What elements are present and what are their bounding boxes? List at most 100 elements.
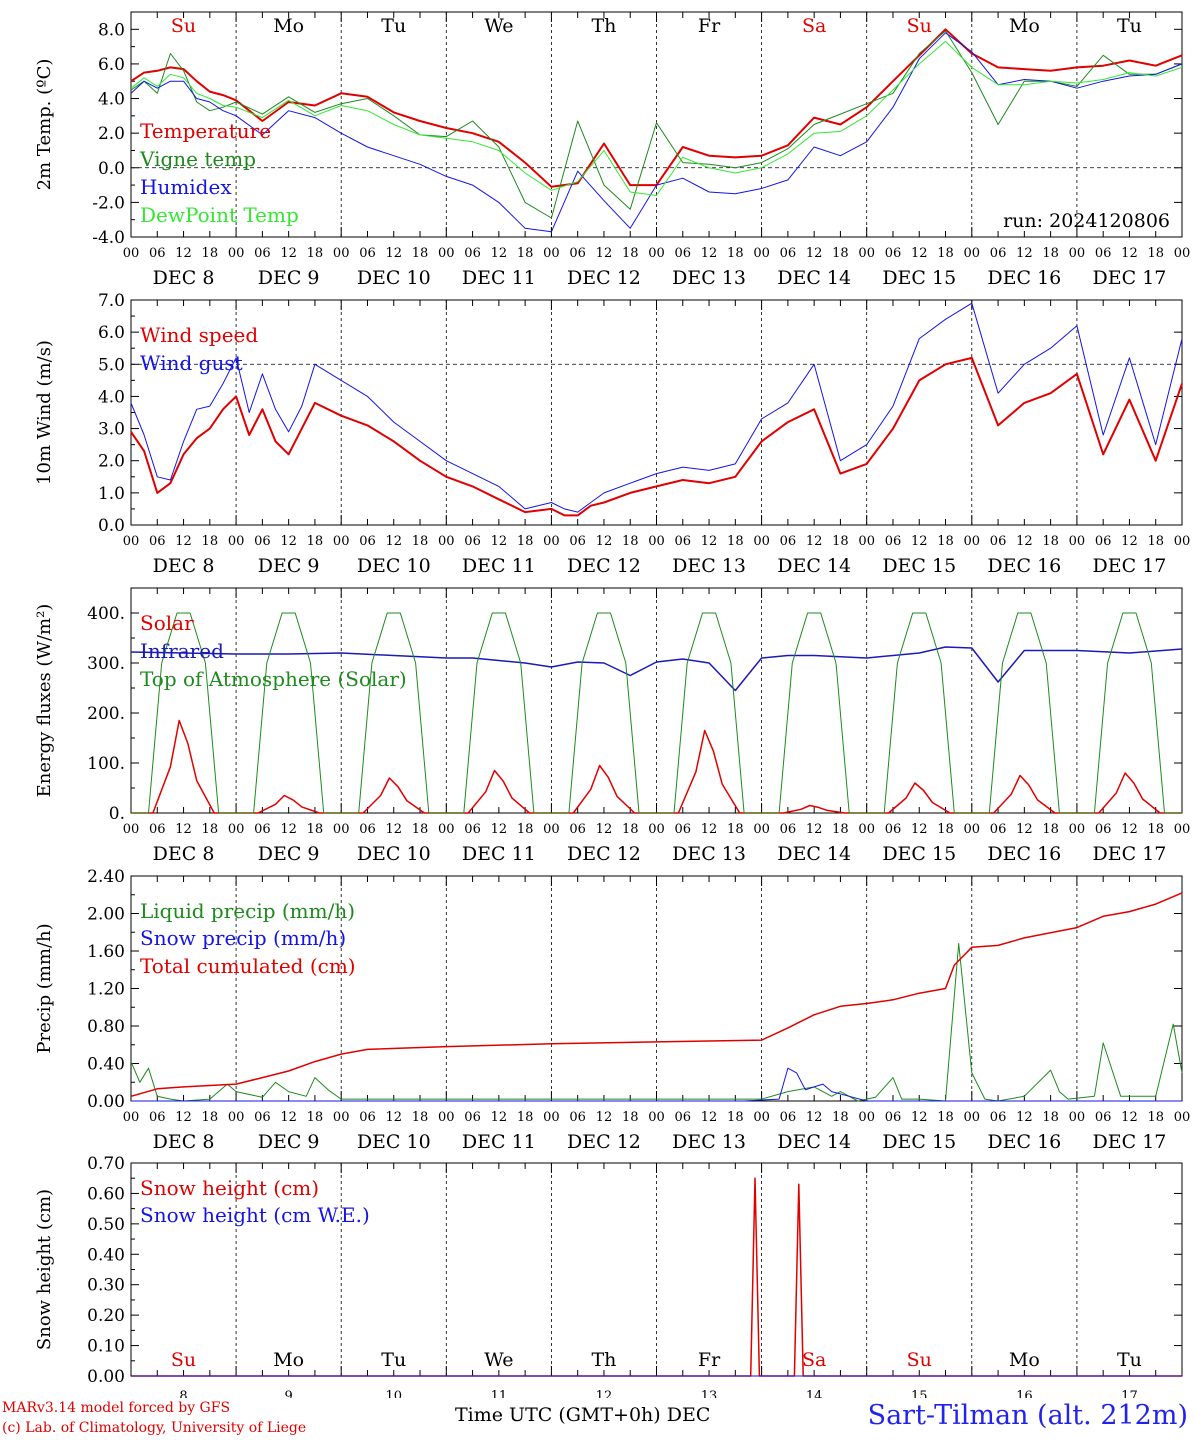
date-label: DEC 10	[357, 843, 431, 865]
y-tick-label: 0.20	[87, 1306, 125, 1326]
day-name: Mo	[273, 1349, 304, 1371]
date-label: DEC 17	[1093, 555, 1167, 577]
day-name: Fr	[698, 1349, 721, 1371]
date-label: DEC 8	[153, 843, 215, 865]
hour-label: 06	[990, 1110, 1007, 1125]
hour-label: 00	[543, 1110, 560, 1125]
y-tick-label: 0.70	[87, 1154, 125, 1174]
hour-label: 12	[701, 246, 718, 261]
hour-label: 12	[911, 1110, 928, 1125]
legend-entry: Wind speed	[140, 323, 258, 347]
hour-label: 06	[464, 246, 481, 261]
hour-label: 18	[832, 534, 849, 549]
hour-label: 00	[123, 246, 140, 261]
hour-label: 12	[385, 246, 402, 261]
date-number: 11	[491, 1389, 508, 1398]
hour-label: 00	[858, 822, 875, 837]
hour-label: 12	[806, 822, 823, 837]
date-number: 14	[806, 1389, 823, 1398]
hour-label: 06	[885, 534, 902, 549]
hour-label: 12	[491, 246, 508, 261]
hour-label: 00	[964, 1110, 981, 1125]
hour-label: 00	[228, 534, 245, 549]
day-name: Mo	[273, 15, 304, 37]
hour-label: 18	[727, 534, 744, 549]
hour-label: 00	[964, 534, 981, 549]
hour-label: 18	[412, 246, 429, 261]
day-name: Mo	[1009, 15, 1040, 37]
day-name: Th	[591, 15, 616, 37]
hour-label: 00	[858, 1110, 875, 1125]
panel-1	[130, 11, 1183, 238]
hour-label: 18	[937, 1110, 954, 1125]
series-line-temperature	[130, 28, 1183, 188]
hour-label: 06	[569, 822, 586, 837]
y-axis-label: Snow height (cm)	[34, 1189, 55, 1350]
hour-label: 12	[385, 822, 402, 837]
day-name: Fr	[698, 15, 721, 37]
legend-entry: Liquid precip (mm/h)	[140, 899, 355, 923]
legend-entry: Snow height (cm)	[140, 1176, 319, 1200]
hour-label: 00	[123, 822, 140, 837]
hour-label: 12	[491, 822, 508, 837]
hour-label: 06	[569, 246, 586, 261]
date-label: DEC 10	[357, 1131, 431, 1153]
hour-label: 06	[149, 822, 166, 837]
date-label: DEC 11	[462, 267, 536, 289]
legend-entry: DewPoint Temp	[140, 203, 299, 227]
hour-label: 12	[806, 246, 823, 261]
y-tick-label: 8.0	[98, 20, 125, 40]
hour-label: 12	[1121, 534, 1138, 549]
credit-text: (c) Lab. of Climatology, University of L…	[2, 1420, 307, 1436]
hour-label: 00	[123, 1110, 140, 1125]
y-tick-label: 100.	[87, 754, 125, 774]
y-tick-label: 4.0	[98, 90, 125, 110]
date-label: DEC 11	[462, 1131, 536, 1153]
hour-label: 18	[307, 246, 324, 261]
day-name: Mo	[1009, 1349, 1040, 1371]
date-number: 13	[701, 1389, 718, 1398]
hour-label: 12	[911, 534, 928, 549]
y-tick-label: -4.0	[92, 228, 125, 248]
y-tick-label: 200.	[87, 704, 125, 724]
hour-label: 06	[569, 534, 586, 549]
date-number: 9	[285, 1389, 293, 1398]
hour-label: 18	[202, 1110, 219, 1125]
hour-label: 00	[333, 822, 350, 837]
y-tick-label: 0.00	[87, 1092, 125, 1112]
y-axis-label: Precip (mm/h)	[34, 923, 55, 1053]
hour-label: 06	[675, 246, 692, 261]
y-tick-label: 0.00	[87, 1367, 125, 1387]
date-label: DEC 12	[567, 843, 641, 865]
hour-label: 00	[1174, 246, 1191, 261]
y-tick-label: 2.0	[98, 452, 125, 472]
hour-label: 06	[149, 534, 166, 549]
day-name: We	[484, 15, 513, 37]
y-tick-label: 2.0	[98, 124, 125, 144]
y-tick-label: 1.0	[98, 484, 125, 504]
hour-label: 00	[858, 246, 875, 261]
date-label: DEC 13	[672, 843, 746, 865]
y-tick-label: 2.40	[87, 867, 125, 887]
day-name: Tu	[381, 15, 406, 37]
day-name: Th	[591, 1349, 616, 1371]
date-label: DEC 15	[882, 555, 956, 577]
series-line-dewpoint-temp	[130, 40, 1183, 196]
hour-label: 00	[1069, 1110, 1086, 1125]
hour-label: 12	[596, 534, 613, 549]
panel-frame	[130, 299, 1183, 526]
date-label: DEC 16	[987, 267, 1061, 289]
model-text: MARv3.14 model forced by GFS	[2, 1400, 231, 1416]
hour-label: 12	[1016, 246, 1033, 261]
hour-label: 18	[832, 246, 849, 261]
hour-label: 12	[280, 534, 297, 549]
hour-label: 12	[175, 1110, 192, 1125]
hour-label: 12	[596, 246, 613, 261]
hour-label: 00	[1069, 534, 1086, 549]
hour-label: 06	[359, 1110, 376, 1125]
date-label: DEC 16	[987, 1131, 1061, 1153]
hour-label: 18	[517, 534, 534, 549]
series-line-infrared	[130, 646, 1183, 692]
hour-label: 12	[1121, 246, 1138, 261]
hour-label: 18	[202, 246, 219, 261]
